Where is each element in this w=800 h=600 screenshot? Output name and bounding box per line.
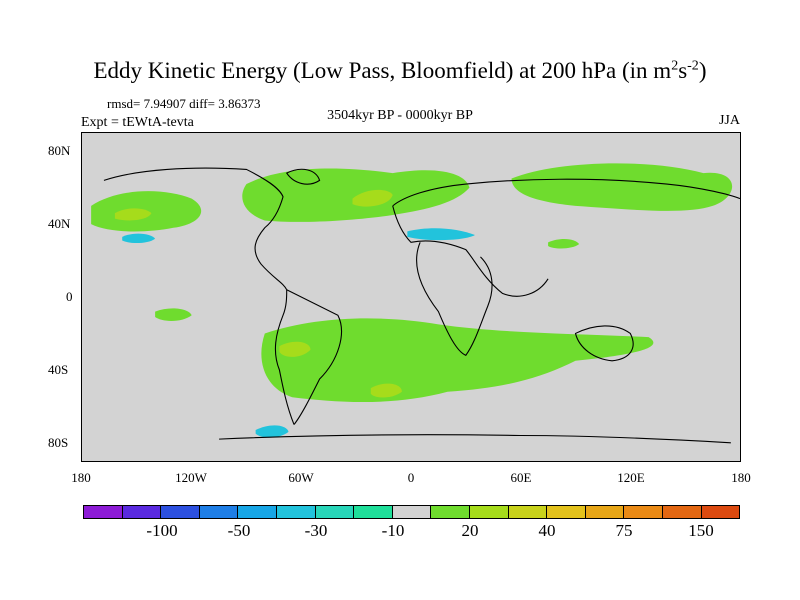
x-tick-label: 60W	[288, 470, 314, 485]
anomaly-fills	[91, 163, 733, 438]
colorbar-label: -50	[227, 521, 251, 540]
colorbar-swatch	[508, 506, 548, 518]
colorbar-swatch	[238, 506, 277, 518]
y-tick-label: 80N	[48, 143, 71, 158]
colorbar	[83, 505, 740, 519]
chart-title: Eddy Kinetic Energy (Low Pass, Bloomfiel…	[93, 58, 707, 83]
x-tick-label: 180	[71, 470, 91, 485]
colorbar-swatch	[392, 506, 432, 518]
stats-label: rmsd= 7.94907 diff= 3.86373	[107, 96, 261, 111]
fill-npacific-neg	[122, 233, 156, 244]
colorbar-swatch	[84, 506, 123, 518]
fill-siberia	[511, 163, 733, 211]
y-tick-label: 40S	[48, 362, 69, 377]
map-svg	[82, 133, 740, 461]
x-tick-label: 120W	[175, 470, 207, 485]
fill-antarctic-neg	[255, 425, 289, 438]
season-label: JJA	[718, 113, 740, 128]
fill-npacific-core	[114, 208, 152, 221]
colorbar-swatch	[469, 506, 509, 518]
colorbar-swatch	[547, 506, 586, 518]
x-tick-label: 180	[731, 470, 751, 485]
fill-samerica-core	[279, 341, 311, 357]
fill-southern	[261, 318, 654, 403]
map-panel	[81, 132, 741, 462]
fill-west-pac	[548, 239, 580, 249]
colorbar-swatch	[585, 506, 625, 518]
colorbar-label: 150	[688, 521, 714, 540]
fill-natl-core	[352, 189, 393, 207]
fill-natl	[242, 168, 470, 222]
colorbar-swatch	[431, 506, 470, 518]
colorbar-label: -100	[146, 521, 178, 540]
colorbar-label: -10	[381, 521, 405, 540]
coastlines	[103, 167, 740, 444]
colorbar-label: 40	[538, 521, 556, 540]
experiment-label: Expt = tEWtA-tevta	[81, 115, 194, 130]
fill-spac	[155, 308, 192, 321]
colorbar-label: -30	[304, 521, 328, 540]
colorbar-swatch	[276, 506, 316, 518]
x-tick-label: 0	[407, 470, 415, 485]
colorbar-swatch	[199, 506, 239, 518]
y-tick-label: 40N	[48, 216, 71, 231]
fill-satl-core	[370, 383, 402, 398]
x-tick-label: 120E	[617, 470, 645, 485]
colorbar-swatch	[315, 506, 355, 518]
y-tick-label: 80S	[48, 435, 69, 450]
colorbar-swatch	[122, 506, 162, 518]
colorbar-label: 75	[615, 521, 633, 540]
colorbar-swatch	[161, 506, 200, 518]
colorbar-swatch	[701, 506, 740, 518]
x-tick-label: 60E	[510, 470, 532, 485]
colorbar-swatch	[624, 506, 663, 518]
colorbar-swatch	[662, 506, 702, 518]
fill-med-neg	[407, 228, 475, 241]
colorbar-swatch	[354, 506, 393, 518]
colorbar-label: 20	[461, 521, 479, 540]
y-tick-label: 0	[66, 289, 73, 304]
period-label: 3504kyr BP - 0000kyr BP	[327, 108, 473, 123]
